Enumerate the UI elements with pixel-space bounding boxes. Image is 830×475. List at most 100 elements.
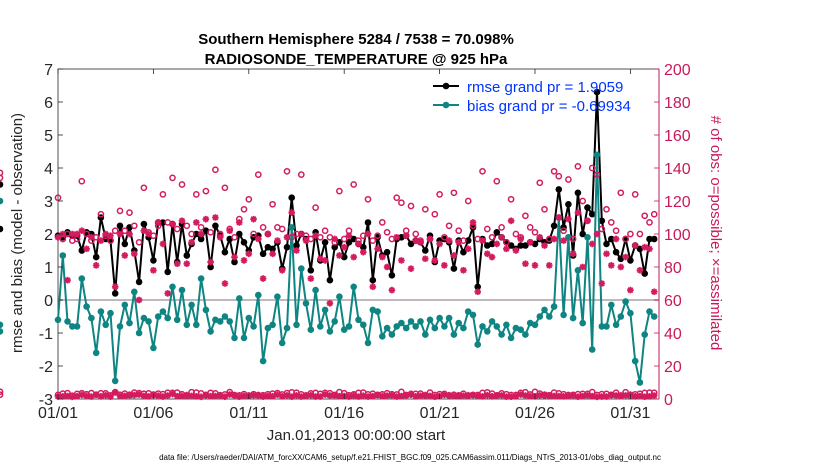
obs-assimilated-marker	[388, 392, 396, 399]
obs-assimilated-marker	[455, 238, 462, 246]
obs-possible-marker	[498, 224, 505, 231]
obs-assimilated-marker	[197, 393, 205, 401]
data-point	[431, 324, 439, 332]
obs-assimilated-marker	[598, 280, 606, 287]
data-point	[450, 265, 458, 272]
obs-possible-marker	[512, 230, 520, 238]
data-point	[97, 308, 105, 315]
obs-assimilated-marker	[402, 392, 410, 399]
legend-marker	[442, 82, 450, 90]
obs-assimilated-marker	[159, 240, 167, 248]
data-point	[627, 257, 634, 264]
data-point	[326, 328, 334, 335]
obs-possible-marker	[140, 184, 148, 192]
data-point	[116, 222, 124, 230]
data-point	[636, 379, 644, 386]
obs-assimilated-marker	[231, 392, 238, 399]
obs-possible-marker	[636, 230, 644, 238]
obs-possible-marker	[488, 233, 496, 241]
data-point	[202, 306, 210, 314]
data-point	[612, 248, 620, 256]
data-point	[0, 197, 4, 205]
obs-possible-marker	[350, 181, 358, 188]
data-point	[488, 240, 496, 248]
data-point	[331, 243, 339, 251]
y2-tick-label: 160	[664, 128, 691, 145]
obs-assimilated-marker	[135, 296, 143, 304]
obs-assimilated-marker	[550, 235, 558, 243]
obs-assimilated-marker	[550, 392, 558, 400]
obs-assimilated-marker	[250, 215, 257, 223]
obs-assimilated-marker	[584, 217, 591, 225]
data-point	[250, 323, 257, 330]
obs-assimilated-marker	[646, 393, 653, 400]
data-point	[197, 235, 205, 243]
y2-tick-label: 40	[664, 326, 682, 343]
data-point	[650, 235, 658, 243]
obs-assimilated-marker	[226, 227, 234, 234]
obs-possible-marker	[135, 238, 143, 246]
obs-possible-marker	[607, 219, 615, 226]
obs-possible-marker	[569, 235, 577, 243]
obs-possible-marker	[259, 224, 267, 231]
obs-possible-marker	[398, 199, 405, 207]
data-point	[183, 321, 191, 329]
data-point	[288, 194, 296, 201]
obs-possible-marker	[78, 177, 86, 185]
obs-possible-marker	[83, 230, 90, 238]
obs-assimilated-marker	[102, 391, 109, 399]
obs-assimilated-marker	[336, 392, 343, 400]
obs-assimilated-marker	[627, 286, 634, 294]
obs-possible-marker	[588, 164, 596, 172]
obs-possible-marker	[178, 181, 186, 188]
obs-assimilated-marker	[216, 392, 224, 399]
data-point	[307, 267, 315, 274]
data-point	[546, 313, 553, 320]
x-tick-label: 01/11	[229, 405, 268, 422]
obs-assimilated-marker	[212, 214, 219, 221]
y-tick-label: 6	[44, 95, 53, 112]
obs-assimilated-marker	[193, 219, 200, 226]
data-point	[345, 323, 353, 330]
legend-label: bias grand pr = -0.69934	[467, 98, 631, 115]
obs-assimilated-marker	[493, 392, 501, 399]
data-point	[0, 328, 4, 335]
y2-tick-label: 120	[664, 194, 691, 211]
data-point	[173, 316, 181, 324]
data-point	[269, 321, 276, 329]
obs-assimilated-marker	[445, 237, 453, 244]
obs-possible-marker	[574, 163, 582, 170]
data-point	[464, 308, 472, 315]
data-point	[565, 201, 572, 208]
data-point	[336, 293, 343, 301]
obs-possible-marker	[169, 174, 176, 182]
data-point	[574, 189, 582, 197]
obs-possible-marker	[312, 204, 319, 211]
obs-assimilated-marker	[412, 237, 420, 244]
obs-assimilated-marker	[345, 232, 353, 239]
data-point	[650, 313, 658, 320]
obs-possible-marker	[522, 212, 529, 220]
legend: rmse grand pr = 1.9059 bias grand pr = -0…	[433, 79, 631, 115]
data-point	[183, 252, 191, 259]
data-point	[240, 239, 248, 246]
obs-assimilated-marker	[102, 230, 109, 238]
data-point	[379, 333, 386, 340]
obs-possible-marker	[612, 389, 620, 397]
obs-assimilated-marker	[69, 393, 76, 401]
data-point	[240, 334, 248, 342]
obs-possible-marker	[441, 233, 448, 241]
obs-assimilated-marker	[474, 288, 482, 296]
y2-axis-label: # of obs: o=possible; ×=assimilated	[707, 116, 724, 351]
data-point	[631, 357, 639, 365]
obs-assimilated-marker	[178, 217, 186, 225]
obs-assimilated-marker	[107, 393, 114, 400]
obs-possible-marker	[612, 227, 620, 235]
obs-assimilated-marker	[641, 393, 648, 400]
obs-assimilated-marker	[312, 393, 319, 400]
obs-assimilated-marker	[526, 238, 534, 246]
obs-possible-marker	[245, 195, 253, 203]
obs-possible-marker	[603, 205, 610, 213]
obs-assimilated-marker	[374, 391, 381, 399]
obs-possible-marker	[493, 177, 501, 185]
